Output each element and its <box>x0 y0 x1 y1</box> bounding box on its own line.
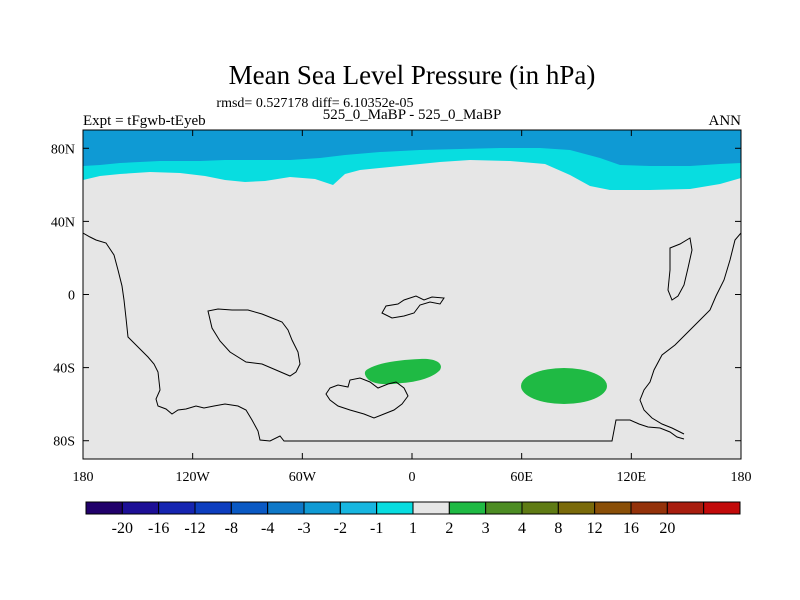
colorbar-label: 1 <box>409 520 417 537</box>
colorbar-label: 2 <box>445 520 453 537</box>
coastline-americas <box>83 232 685 442</box>
colorbar: -20 -16 -12 -8 -4 -3 -2 -1 1 2 3 4 8 12 16 20 <box>85 501 741 537</box>
colorbar-label: -8 <box>225 520 238 537</box>
colorbar-swatch <box>630 501 668 515</box>
center-label: 525_0_MaBP - 525_0_MaBP <box>323 107 502 123</box>
colorbar-swatch <box>521 501 559 515</box>
colorbar-label: 12 <box>587 520 603 537</box>
map-field <box>83 130 741 459</box>
colorbar-label: 20 <box>659 520 675 537</box>
x-tick-label: 60W <box>289 470 317 485</box>
left-label: Expt = tFgwb-tEyeb <box>83 113 206 129</box>
coastline-east-landmass <box>639 232 741 435</box>
colorbar-swatch <box>557 501 596 515</box>
colorbar-swatch <box>448 501 487 515</box>
colorbar-label: 8 <box>554 520 562 537</box>
right-label: ANN <box>709 113 742 129</box>
colorbar-swatch <box>339 501 378 515</box>
coastline-central-landmass <box>325 377 409 419</box>
colorbar-label: -2 <box>334 520 347 537</box>
colorbar-label: -3 <box>297 520 310 537</box>
y-tick-label: 80N <box>51 142 75 157</box>
x-tick-label: 180 <box>731 470 752 485</box>
axes: 180 120W 60W 0 60E 120E 180 80N 40N 0 40S 80S <box>51 130 752 485</box>
colorbar-swatch <box>267 501 305 515</box>
x-tick-label: 120W <box>176 470 211 485</box>
colorbar-swatch <box>121 501 160 515</box>
colorbar-label: -12 <box>184 520 205 537</box>
coastline-equatorial-island <box>381 295 445 319</box>
colorbar-label: 3 <box>482 520 490 537</box>
north-polar-band <box>83 130 741 166</box>
colorbar-swatch <box>485 501 523 515</box>
colorbar-label: -20 <box>112 520 133 537</box>
colorbar-swatch <box>666 501 705 515</box>
colorbar-swatch <box>376 501 414 515</box>
colorbar-label: 4 <box>518 520 526 537</box>
chart-subtitle: rmsd= 0.527178 diff= 6.10352e-05 <box>216 96 413 111</box>
colorbar-swatch <box>703 501 741 515</box>
x-tick-label: 0 <box>409 470 416 485</box>
indian-ocean-patch <box>521 368 607 404</box>
colorbar-swatch <box>194 501 232 515</box>
x-tick-label: 60E <box>510 470 533 485</box>
colorbar-label: -1 <box>370 520 383 537</box>
coastline-southern-continent <box>207 308 301 377</box>
y-tick-label: 80S <box>53 435 75 450</box>
colorbar-label: -4 <box>261 520 274 537</box>
colorbar-swatch <box>158 501 196 515</box>
colorbar-swatch <box>303 501 341 515</box>
chart-title: Mean Sea Level Pressure (in hPa) <box>229 60 596 90</box>
colorbar-label: 16 <box>623 520 639 537</box>
coastline-northeast-island <box>667 237 693 301</box>
coastlines <box>83 232 741 442</box>
colorbar-swatch <box>230 501 269 515</box>
colorbar-label: -16 <box>148 520 169 537</box>
y-tick-label: 40S <box>53 362 75 377</box>
south-atlantic-patch <box>364 358 441 385</box>
x-tick-label: 120E <box>617 470 647 485</box>
colorbar-swatch <box>594 501 632 515</box>
colorbar-swatch <box>85 501 123 515</box>
y-tick-label: 40N <box>51 215 75 230</box>
colorbar-swatch <box>412 501 450 515</box>
y-tick-label: 0 <box>68 289 75 304</box>
x-tick-label: 180 <box>73 470 94 485</box>
